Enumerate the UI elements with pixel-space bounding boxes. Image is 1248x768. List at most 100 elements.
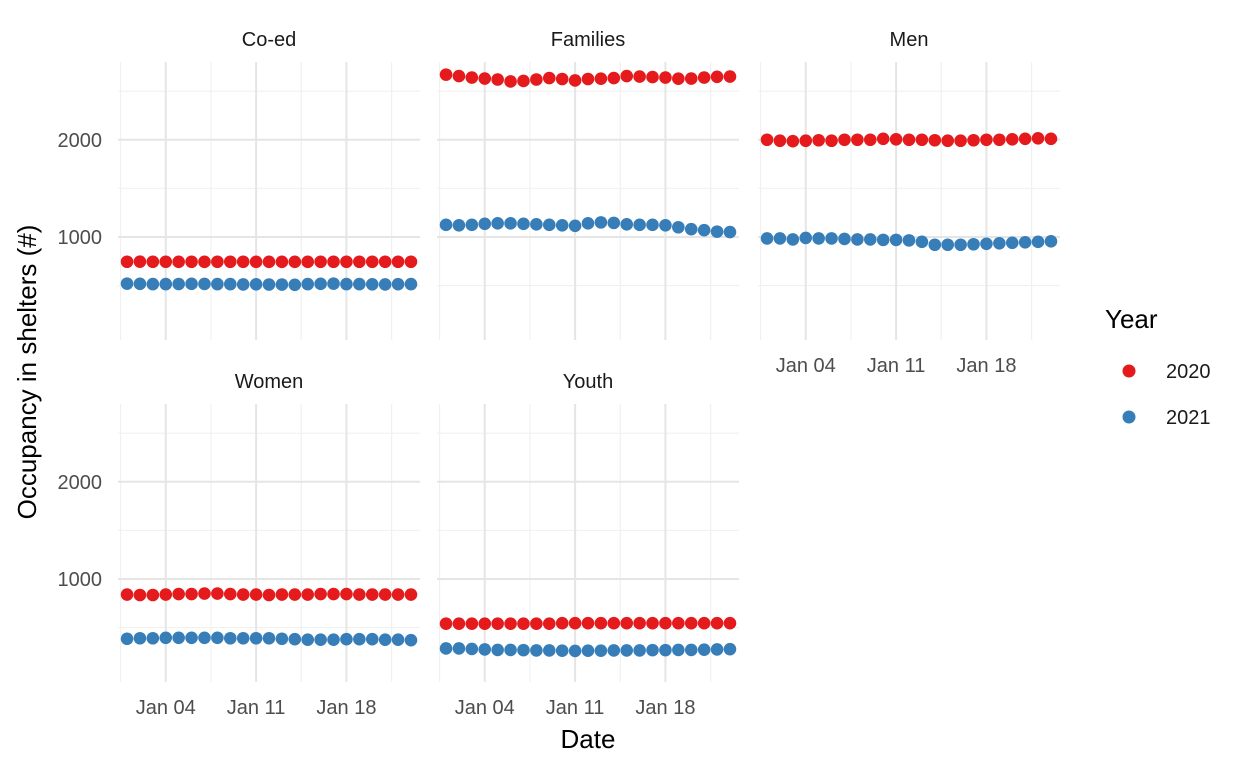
point-youth-2021 (581, 644, 595, 658)
point-women-2021 (301, 633, 315, 647)
point-co-ed-2020 (288, 255, 302, 269)
point-families-2021 (581, 217, 595, 230)
facet-panels: Co-ed 1000 2000 Families Men Jan 04 Jan 11 Jan … (58, 29, 1060, 719)
point-families-2021 (723, 225, 737, 239)
point-families-2020 (568, 74, 582, 87)
point-men-2020 (1031, 132, 1045, 145)
y-tick-label: 2000 (58, 472, 103, 494)
point-men-2020 (825, 134, 838, 148)
point-youth-2020 (491, 617, 504, 630)
point-youth-2021 (710, 643, 724, 656)
point-co-ed-2021 (404, 277, 418, 291)
point-co-ed-2020 (198, 255, 211, 269)
point-families-2020 (517, 74, 530, 88)
point-youth-2020 (542, 617, 556, 630)
point-women-2020 (340, 587, 353, 601)
point-co-ed-2021 (146, 277, 160, 291)
point-women-2020 (211, 587, 224, 600)
point-co-ed-2020 (172, 255, 185, 269)
point-women-2020 (120, 588, 134, 601)
point-men-2020 (812, 133, 825, 147)
point-youth-2021 (491, 643, 504, 657)
panel-co-ed: Co-ed 1000 2000 (58, 29, 420, 340)
point-women-2020 (249, 588, 263, 601)
point-youth-2021 (620, 644, 634, 657)
point-co-ed-2021 (172, 277, 185, 291)
point-women-2021 (340, 632, 353, 646)
point-women-2021 (404, 633, 418, 647)
point-men-2021 (773, 232, 787, 245)
point-women-2020 (378, 588, 392, 601)
x-tick-label: Jan 11 (546, 697, 605, 719)
x-axis-title: Date (561, 724, 616, 754)
point-men-2021 (799, 231, 813, 245)
facet-label: Families (551, 29, 625, 51)
point-women-2020 (301, 588, 315, 601)
point-co-ed-2021 (198, 277, 211, 291)
point-co-ed-2020 (159, 255, 173, 269)
point-co-ed-2021 (185, 277, 198, 291)
point-men-2021 (1018, 236, 1032, 249)
x-tick-label: Jan 18 (956, 355, 1016, 377)
point-co-ed-2020 (404, 255, 418, 269)
point-women-2021 (275, 632, 289, 646)
y-tick-label: 1000 (58, 227, 103, 249)
point-men-2020 (980, 133, 993, 147)
point-co-ed-2020 (120, 255, 134, 269)
point-families-2021 (530, 218, 543, 231)
point-youth-2020 (607, 616, 621, 630)
point-women-2021 (249, 631, 263, 645)
point-co-ed-2021 (133, 277, 147, 291)
point-women-2021 (223, 631, 237, 645)
point-co-ed-2020 (223, 255, 237, 269)
point-youth-2020 (452, 617, 466, 630)
x-tick-label: Jan 11 (867, 355, 926, 377)
point-youth-2021 (504, 643, 517, 657)
point-youth-2020 (530, 617, 543, 630)
point-women-2020 (404, 588, 418, 601)
point-women-2021 (262, 631, 276, 645)
legend-key-2021 (1122, 410, 1136, 424)
legend: Year 2020 2021 (1105, 304, 1211, 429)
point-co-ed-2021 (378, 278, 392, 291)
point-women-2020 (327, 587, 340, 601)
point-men-2020 (915, 133, 929, 147)
point-families-2020 (697, 71, 711, 84)
point-men-2020 (863, 133, 877, 147)
point-co-ed-2020 (211, 255, 224, 269)
point-families-2020 (530, 73, 543, 86)
point-youth-2020 (633, 616, 646, 630)
x-tick-label: Jan 04 (455, 697, 515, 719)
facet-label: Youth (563, 371, 613, 393)
point-youth-2021 (684, 643, 698, 657)
point-youth-2020 (439, 617, 453, 630)
point-co-ed-2020 (301, 255, 315, 269)
point-co-ed-2021 (391, 277, 405, 291)
point-families-2021 (465, 218, 479, 232)
point-women-2020 (353, 588, 366, 601)
point-men-2021 (902, 234, 916, 247)
point-families-2020 (439, 68, 453, 81)
x-tick-label: Jan 18 (635, 697, 695, 719)
point-women-2021 (391, 633, 405, 647)
legend-key-2020 (1122, 364, 1136, 378)
point-men-2020 (993, 133, 1006, 147)
point-women-2021 (185, 631, 198, 645)
point-co-ed-2020 (365, 255, 379, 269)
panel-youth: Youth Jan 04 Jan 11 Jan 18 (437, 371, 739, 719)
point-co-ed-2020 (391, 255, 405, 269)
point-co-ed-2021 (327, 277, 340, 290)
point-co-ed-2021 (223, 277, 237, 291)
point-youth-2021 (530, 644, 543, 657)
point-youth-2021 (646, 643, 659, 657)
point-women-2021 (172, 631, 185, 645)
point-youth-2021 (659, 643, 672, 657)
point-youth-2020 (646, 616, 659, 630)
point-men-2021 (876, 233, 890, 247)
point-youth-2020 (620, 616, 634, 630)
point-women-2021 (353, 632, 366, 646)
point-youth-2020 (465, 617, 479, 630)
point-families-2020 (672, 72, 685, 86)
point-men-2020 (773, 134, 787, 148)
